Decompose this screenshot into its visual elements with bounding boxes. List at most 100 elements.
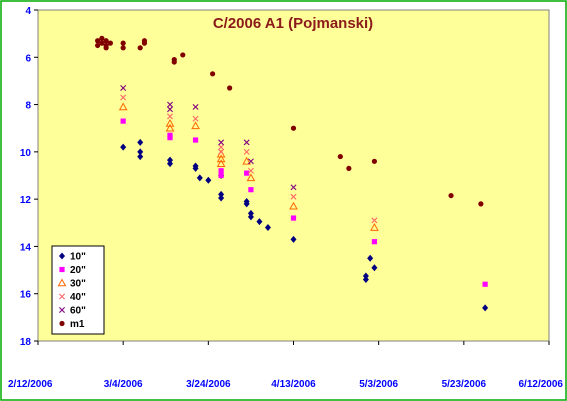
data-point	[120, 45, 126, 51]
data-point	[218, 148, 225, 155]
data-point	[290, 193, 297, 200]
data-point	[247, 213, 254, 221]
y-tick-label: 8	[25, 101, 31, 112]
legend-box	[51, 245, 105, 335]
data-point	[371, 239, 378, 245]
y-tick-label: 4	[25, 6, 31, 17]
data-point	[218, 194, 225, 202]
data-point	[290, 184, 297, 191]
y-tick-label: 16	[20, 290, 32, 301]
x-tick-label: 6/12/2006	[519, 379, 564, 390]
data-point	[218, 172, 224, 179]
data-point	[371, 264, 378, 272]
data-point	[99, 35, 105, 41]
data-point	[205, 176, 212, 184]
data-point	[118, 102, 128, 111]
data-point	[264, 224, 271, 232]
x-tick-label: 5/3/2006	[359, 379, 398, 390]
data-point	[371, 217, 378, 224]
data-point	[137, 138, 144, 146]
y-tick-label: 12	[20, 195, 32, 206]
data-point	[247, 209, 254, 217]
legend-item: m1	[59, 319, 85, 330]
y-tick-label: 10	[20, 148, 32, 159]
axes: 4 6 8 10 12 14 16 18 2/12/2006 3/4/2006 3/24/2006 4…	[8, 6, 563, 390]
legend-label: m1	[70, 319, 85, 330]
legend-marker	[57, 278, 67, 287]
data-point	[243, 148, 250, 155]
data-point	[167, 106, 173, 113]
data-point	[370, 222, 379, 231]
x-tick-label: 3/4/2006	[104, 379, 143, 390]
legend-marker	[59, 293, 65, 300]
data-point	[243, 200, 250, 208]
data-point	[137, 45, 143, 51]
data-point	[141, 40, 148, 46]
data-point	[120, 40, 126, 46]
data-point	[362, 272, 369, 280]
data-marks	[95, 35, 489, 312]
chart-title: C/2006 A1 (Pojmanski)	[213, 15, 373, 32]
x-tick-label: 4/13/2006	[271, 379, 316, 390]
data-point	[448, 192, 454, 199]
legend-label: 20"	[70, 265, 86, 276]
legend-marker	[59, 266, 65, 273]
data-point	[120, 94, 127, 101]
data-point	[478, 201, 484, 207]
data-point	[137, 148, 144, 156]
data-point	[167, 113, 173, 120]
data-point	[248, 187, 254, 193]
series-1	[120, 118, 488, 287]
data-point	[244, 170, 250, 176]
series-5	[95, 35, 484, 207]
data-point	[120, 143, 127, 151]
data-point	[192, 137, 199, 143]
data-point	[247, 158, 254, 165]
legend-label: 10"	[70, 252, 86, 263]
data-point	[120, 85, 127, 92]
data-point	[167, 160, 174, 168]
data-point	[165, 118, 175, 127]
legend-marker	[59, 320, 65, 327]
legend-item: 30"	[57, 278, 86, 290]
data-point	[346, 165, 352, 172]
data-point	[243, 139, 250, 146]
x-tick-label: 5/23/2006	[442, 379, 487, 390]
data-point	[191, 121, 200, 130]
x-tick-label: 3/24/2006	[186, 379, 231, 390]
data-point	[362, 276, 369, 284]
legend-item: 60"	[59, 306, 86, 317]
data-point	[95, 38, 101, 44]
data-point	[99, 40, 105, 46]
data-point	[367, 254, 374, 262]
data-point	[218, 190, 225, 198]
legend-label: 40"	[70, 292, 86, 303]
legend-item: 10"	[59, 252, 86, 263]
legend-marker	[59, 307, 65, 313]
series-0	[120, 138, 489, 312]
data-point	[165, 123, 175, 132]
data-point	[227, 85, 233, 91]
data-point	[167, 156, 174, 164]
legend-marker	[59, 252, 65, 260]
series-4	[120, 85, 297, 191]
data-point	[103, 38, 109, 44]
data-point	[290, 125, 297, 131]
data-point	[371, 158, 378, 164]
legend-item: 40"	[59, 292, 86, 303]
data-point	[482, 304, 489, 312]
data-point	[167, 101, 173, 108]
data-point	[103, 45, 109, 51]
data-point	[246, 173, 256, 182]
data-point	[196, 174, 203, 182]
data-point	[256, 218, 263, 226]
data-point	[247, 167, 254, 174]
plot-area	[37, 9, 550, 342]
data-point	[120, 118, 126, 124]
y-tick-label: 6	[25, 53, 31, 64]
data-point	[180, 52, 186, 58]
legend-item: 20"	[59, 265, 86, 276]
legend-label: 60"	[70, 306, 86, 317]
data-point	[137, 153, 144, 161]
